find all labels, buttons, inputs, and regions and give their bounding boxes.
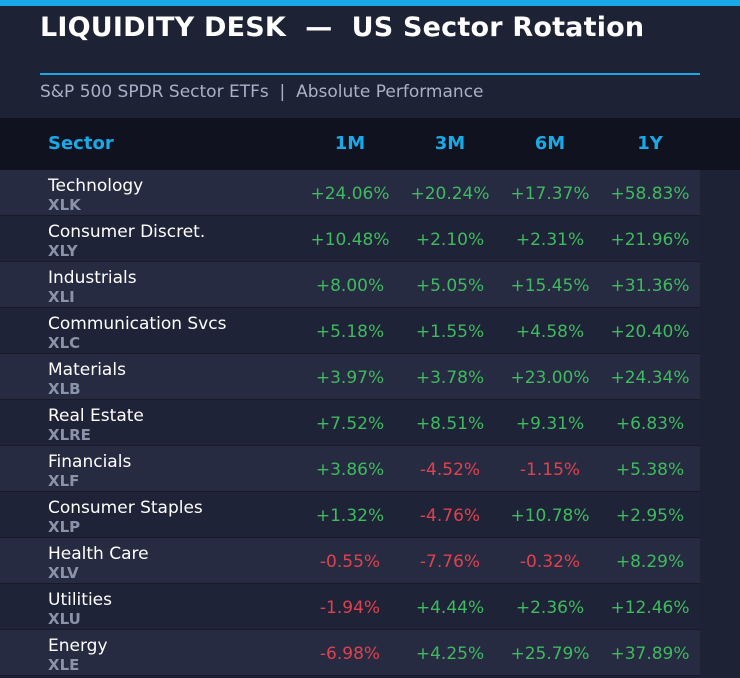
page-subtitle: S&P 500 SPDR Sector ETFs | Absolute Perf… bbox=[40, 82, 484, 102]
sector-ticker: XLK bbox=[48, 196, 81, 214]
return-cell-1m: +3.97% bbox=[315, 368, 385, 388]
column-header-sector: Sector bbox=[48, 133, 114, 154]
return-cell-1m: +3.86% bbox=[315, 460, 385, 480]
return-cell-1m: -1.94% bbox=[319, 598, 381, 618]
return-cell-6m: +4.58% bbox=[515, 322, 585, 342]
sector-name: Health Care bbox=[48, 544, 149, 564]
return-cell-1y: +5.38% bbox=[615, 460, 685, 480]
return-cell-1m: +8.00% bbox=[315, 276, 385, 296]
return-cell-1m: +1.32% bbox=[315, 506, 385, 526]
return-cell-6m: +2.31% bbox=[515, 230, 585, 250]
sector-ticker: XLF bbox=[48, 472, 80, 490]
return-cell-6m: +9.31% bbox=[515, 414, 585, 434]
column-header-3m: 3M bbox=[434, 133, 466, 154]
table-row: Energy XLE -6.98% +4.25% +25.79% +37.89% bbox=[0, 630, 700, 676]
column-header-1y: 1Y bbox=[637, 133, 663, 154]
column-header-1m: 1M bbox=[334, 133, 366, 154]
return-cell-3m: +4.44% bbox=[415, 598, 485, 618]
return-cell-3m: +4.25% bbox=[415, 644, 485, 664]
sector-ticker: XLE bbox=[48, 656, 80, 674]
return-cell-3m: +1.55% bbox=[415, 322, 485, 342]
table-row: Real Estate XLRE +7.52% +8.51% +9.31% +6.83% bbox=[0, 400, 700, 446]
table-row: Financials XLF +3.86% -4.52% -1.15% +5.38% bbox=[0, 446, 700, 492]
return-cell-3m: +20.24% bbox=[410, 184, 490, 204]
return-cell-6m: +15.45% bbox=[510, 276, 590, 296]
return-cell-1m: +7.52% bbox=[315, 414, 385, 434]
table-row: Industrials XLI +8.00% +5.05% +15.45% +31.36% bbox=[0, 262, 700, 308]
page-title: LIQUIDITY DESK — US Sector Rotation bbox=[40, 12, 645, 43]
return-cell-1y: +8.29% bbox=[615, 552, 685, 572]
table-header: Sector 1M 3M 6M 1Y bbox=[0, 118, 740, 170]
return-cell-1y: +37.89% bbox=[610, 644, 690, 664]
column-header-6m: 6M bbox=[534, 133, 566, 154]
sector-ticker: XLI bbox=[48, 288, 75, 306]
sector-ticker: XLY bbox=[48, 242, 78, 260]
table-row: Health Care XLV -0.55% -7.76% -0.32% +8.29% bbox=[0, 538, 700, 584]
sector-ticker: XLC bbox=[48, 334, 81, 352]
return-cell-1m: +10.48% bbox=[310, 230, 390, 250]
return-cell-6m: +10.78% bbox=[510, 506, 590, 526]
return-cell-1y: +6.83% bbox=[615, 414, 685, 434]
return-cell-1y: +24.34% bbox=[610, 368, 690, 388]
return-cell-1m: -6.98% bbox=[319, 644, 381, 664]
sector-name: Materials bbox=[48, 360, 126, 380]
table-row: Consumer Staples XLP +1.32% -4.76% +10.78% +2… bbox=[0, 492, 700, 538]
return-cell-1m: +24.06% bbox=[310, 184, 390, 204]
sector-ticker: XLP bbox=[48, 518, 81, 536]
return-cell-6m: +23.00% bbox=[510, 368, 590, 388]
return-cell-1y: +31.36% bbox=[610, 276, 690, 296]
return-cell-1y: +58.83% bbox=[610, 184, 690, 204]
sector-name: Utilities bbox=[48, 590, 112, 610]
return-cell-6m: +2.36% bbox=[515, 598, 585, 618]
table-row: Technology XLK +24.06% +20.24% +17.37% +58.83… bbox=[0, 170, 700, 216]
return-cell-3m: -4.52% bbox=[419, 460, 481, 480]
return-cell-6m: -0.32% bbox=[519, 552, 581, 572]
return-cell-1y: +2.95% bbox=[615, 506, 685, 526]
sector-name: Energy bbox=[48, 636, 108, 656]
return-cell-1y: +12.46% bbox=[610, 598, 690, 618]
sector-name: Communication Svcs bbox=[48, 314, 227, 334]
return-cell-6m: -1.15% bbox=[519, 460, 581, 480]
sector-name: Technology bbox=[48, 176, 144, 196]
return-cell-1y: +21.96% bbox=[610, 230, 690, 250]
sector-ticker: XLV bbox=[48, 564, 79, 582]
return-cell-1m: -0.55% bbox=[319, 552, 381, 572]
table-row: Materials XLB +3.97% +3.78% +23.00% +24.34% bbox=[0, 354, 700, 400]
return-cell-3m: +2.10% bbox=[415, 230, 485, 250]
sector-name: Consumer Staples bbox=[48, 498, 203, 518]
table-row: Utilities XLU -1.94% +4.44% +2.36% +12.46% bbox=[0, 584, 700, 630]
sector-name: Financials bbox=[48, 452, 132, 472]
return-cell-6m: +17.37% bbox=[510, 184, 590, 204]
sector-ticker: XLRE bbox=[48, 426, 91, 444]
table-row: Communication Svcs XLC +5.18% +1.55% +4.58% +… bbox=[0, 308, 700, 354]
table-row: Consumer Discret. XLY +10.48% +2.10% +2.31% +… bbox=[0, 216, 700, 262]
sector-ticker: XLU bbox=[48, 610, 81, 628]
return-cell-1m: +5.18% bbox=[315, 322, 385, 342]
sector-name: Consumer Discret. bbox=[48, 222, 206, 242]
sector-ticker: XLB bbox=[48, 380, 81, 398]
return-cell-3m: +5.05% bbox=[415, 276, 485, 296]
return-cell-3m: +8.51% bbox=[415, 414, 485, 434]
sector-name: Industrials bbox=[48, 268, 137, 288]
return-cell-3m: +3.78% bbox=[415, 368, 485, 388]
return-cell-1y: +20.40% bbox=[610, 322, 690, 342]
title-divider bbox=[40, 73, 700, 75]
accent-top-bar bbox=[0, 0, 740, 6]
return-cell-3m: -4.76% bbox=[419, 506, 481, 526]
return-cell-3m: -7.76% bbox=[419, 552, 481, 572]
sector-name: Real Estate bbox=[48, 406, 144, 426]
return-cell-6m: +25.79% bbox=[510, 644, 590, 664]
